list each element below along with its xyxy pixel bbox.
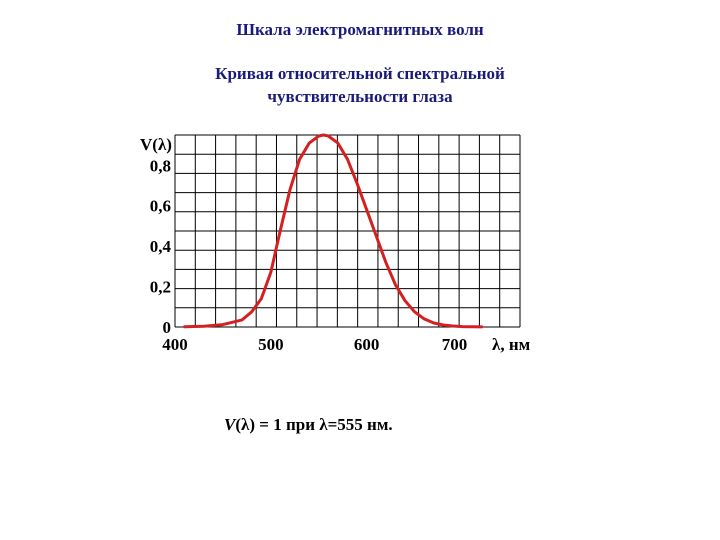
subtitle-line-2: чувствительности глаза [267,87,453,106]
y-tick-label: 0,8 [150,156,171,175]
formula-v: V [224,415,236,434]
axis-labels: V(λ) λ, нм [140,135,531,354]
chart-ticks: 0 0,2 0,4 0,6 0,8 400 500 600 700 [150,156,468,354]
x-tick-label: 400 [162,335,188,354]
y-tick-label: 0,6 [150,197,171,216]
chart-subtitle: Кривая относительной спектральной чувств… [160,62,560,108]
y-axis-label: V(λ) [140,135,172,154]
chart-grid [174,134,521,328]
subtitle-line-1: Кривая относительной спектральной [215,64,505,83]
x-tick-label: 500 [258,335,284,354]
x-axis-label: λ, нм [492,335,531,354]
y-tick-label: 0,2 [150,278,171,297]
x-tick-label: 700 [442,335,468,354]
page-title: Шкала электромагнитных волн [236,20,484,39]
spectral-sensitivity-curve [183,133,484,329]
formula-rest: (λ) = 1 при λ=555 нм. [235,415,393,434]
y-tick-label: 0 [163,318,172,337]
peak-formula: V(λ) = 1 при λ=555 нм. [224,415,393,435]
chart-series [183,133,484,329]
x-tick-label: 600 [354,335,380,354]
y-tick-label: 0,4 [150,237,172,256]
